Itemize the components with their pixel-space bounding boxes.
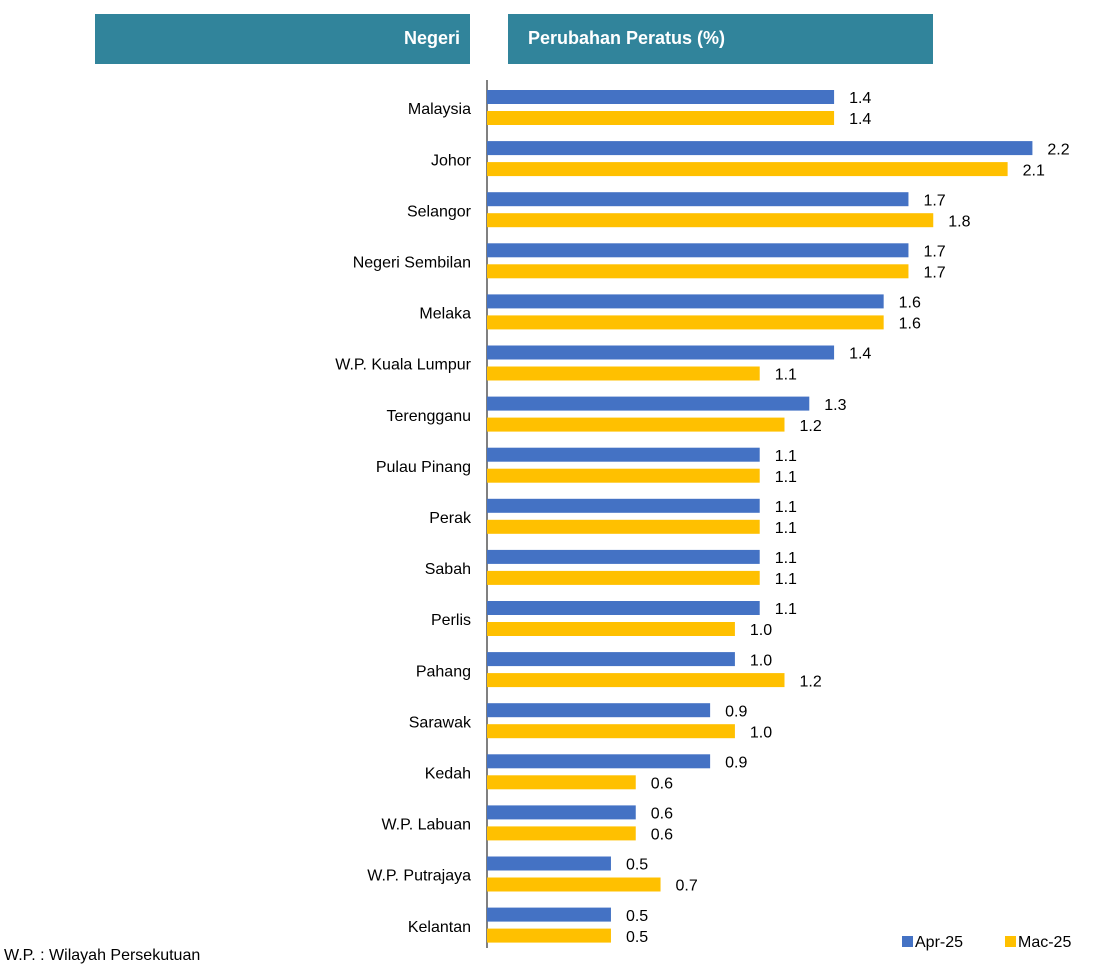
bar	[487, 264, 909, 279]
category-label: Sabah	[425, 561, 471, 578]
category-label: Selangor	[407, 203, 472, 220]
bar	[487, 570, 760, 585]
value-label: 1.1	[775, 520, 797, 537]
value-label: 0.9	[725, 703, 747, 720]
bar	[487, 396, 810, 411]
bar	[487, 315, 884, 330]
category-label: Melaka	[419, 306, 471, 323]
value-label: 2.2	[1047, 141, 1069, 158]
bar	[487, 826, 636, 841]
value-label: 1.0	[750, 724, 772, 741]
value-label: 1.7	[923, 244, 945, 261]
value-label: 1.1	[775, 499, 797, 516]
bar	[487, 294, 884, 309]
category-label: W.P. Putrajaya	[367, 868, 471, 885]
category-label: W.P. Kuala Lumpur	[335, 357, 471, 374]
value-label: 1.6	[899, 316, 921, 333]
value-label: 1.4	[849, 90, 871, 107]
footnote: W.P. : Wilayah Persekutuan	[4, 947, 200, 964]
value-label: 1.0	[750, 622, 772, 639]
bar	[487, 498, 760, 513]
bar	[487, 549, 760, 564]
bar	[487, 90, 835, 104]
legend-label: Mac-25	[1018, 934, 1071, 951]
value-label: 1.1	[775, 550, 797, 567]
bar	[487, 417, 785, 432]
bar	[487, 907, 611, 922]
value-label: 1.1	[775, 367, 797, 384]
value-label: 1.3	[824, 397, 846, 414]
bar	[487, 754, 711, 769]
value-label: 1.7	[923, 192, 945, 209]
value-label: 0.9	[725, 755, 747, 772]
header-box	[508, 14, 933, 64]
category-label: Johor	[431, 152, 472, 169]
value-label: 1.1	[775, 601, 797, 618]
category-label: Perlis	[431, 612, 471, 629]
bar	[487, 775, 636, 790]
value-label: 1.7	[923, 265, 945, 282]
value-label: 1.4	[849, 111, 871, 128]
bar	[487, 877, 661, 892]
bar	[487, 366, 760, 381]
bar	[487, 192, 909, 207]
value-label: 1.1	[775, 448, 797, 465]
bar	[487, 213, 934, 228]
legend-swatch	[1005, 936, 1016, 947]
bar	[487, 162, 1008, 177]
value-label: 1.4	[849, 346, 871, 363]
value-label: 0.6	[651, 827, 673, 844]
bar	[487, 856, 611, 871]
bar	[487, 111, 835, 125]
value-label: 2.1	[1023, 162, 1045, 179]
value-label: 1.8	[948, 213, 970, 230]
value-label: 1.6	[899, 295, 921, 312]
bar	[487, 673, 785, 688]
bar	[487, 622, 735, 636]
category-label: Terengganu	[386, 408, 471, 425]
category-label: Kelantan	[408, 919, 471, 936]
category-label: Perak	[429, 510, 472, 527]
bar	[487, 928, 611, 943]
bar	[487, 468, 760, 483]
bar	[487, 345, 835, 360]
bar	[487, 447, 760, 462]
bar	[487, 243, 909, 258]
value-label: 1.0	[750, 652, 772, 669]
bar	[487, 703, 711, 718]
header-label: Perubahan Peratus (%)	[528, 28, 725, 48]
value-label: 0.7	[676, 878, 698, 895]
bar	[487, 141, 1033, 156]
value-label: 0.6	[651, 806, 673, 823]
value-label: 0.5	[626, 908, 648, 925]
category-label: Malaysia	[408, 101, 471, 118]
value-label: 1.1	[775, 469, 797, 486]
value-label: 0.6	[651, 776, 673, 793]
category-label: W.P. Labuan	[381, 817, 471, 834]
value-label: 1.2	[800, 418, 822, 435]
value-label: 0.5	[626, 857, 648, 874]
bar	[487, 519, 760, 534]
header-label: Negeri	[404, 28, 460, 48]
bar	[487, 724, 735, 739]
category-label: Negeri Sembilan	[353, 255, 471, 272]
bar	[487, 805, 636, 820]
value-label: 1.1	[775, 571, 797, 588]
header-box	[95, 14, 470, 64]
value-label: 0.5	[626, 929, 648, 946]
category-label: Pulau Pinang	[376, 459, 471, 476]
bar	[487, 601, 760, 615]
category-label: Sarawak	[409, 714, 472, 731]
legend-label: Apr-25	[915, 934, 963, 951]
value-label: 1.2	[800, 673, 822, 690]
bar	[487, 652, 735, 667]
legend-swatch	[902, 936, 913, 947]
category-label: Pahang	[416, 663, 471, 680]
category-label: Kedah	[425, 766, 471, 783]
